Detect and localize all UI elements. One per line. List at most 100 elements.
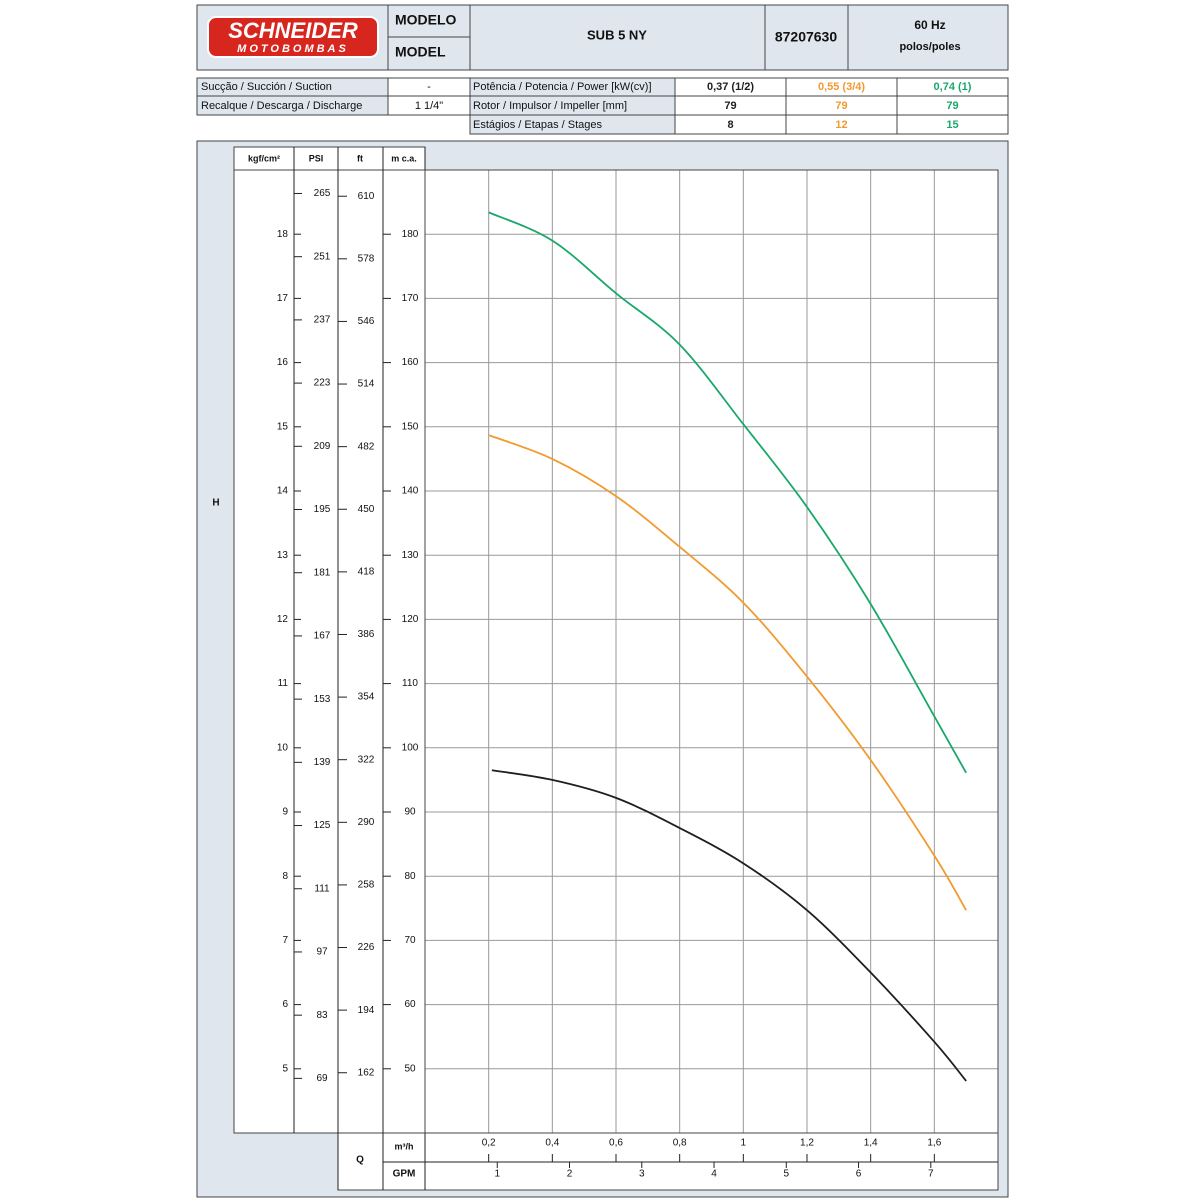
cell [469, 4, 766, 71]
axis-label: ft [357, 153, 363, 163]
curve [488, 434, 967, 911]
y-tick-label: 97 [316, 947, 328, 958]
y-tick-label: 11 [278, 678, 289, 689]
y-tick-label: 514 [358, 379, 375, 390]
y-tick-label: 162 [358, 1067, 375, 1078]
axis-label: PSI [309, 153, 324, 163]
model: SUB 5 NY [587, 27, 647, 42]
x2-tick-label: 4 [711, 1169, 717, 1180]
spec-label: Recalque / Descarga / Discharge [201, 100, 362, 112]
y-tick-label: 50 [404, 1063, 416, 1074]
y-tick-label: 90 [404, 807, 416, 818]
x-tick-label: 1,2 [800, 1138, 814, 1149]
y-tick-label: 180 [402, 229, 419, 240]
x-tick-label: 1 [741, 1138, 747, 1149]
y-tick-label: 16 [277, 357, 289, 368]
y-tick-label: 9 [282, 807, 288, 818]
y-label: m c.a. [391, 153, 417, 163]
stages: 15 [946, 119, 958, 131]
y-tick-label: 18 [277, 229, 289, 240]
x-label: m³/h [395, 1141, 414, 1151]
logo-top: SCHNEIDER [228, 18, 358, 43]
y-tick-label: 111 [314, 883, 330, 894]
x2-tick-label: 1 [494, 1169, 500, 1180]
x2-tick-label: 7 [928, 1169, 934, 1180]
code: 87207630 [775, 29, 838, 45]
curve [488, 211, 967, 774]
y-tick-label: 194 [358, 1005, 375, 1016]
power: 0,37 (1/2) [707, 81, 754, 93]
logo-bottom: MOTOBOMBAS [237, 43, 349, 55]
cell [847, 4, 1009, 71]
y-tick-label: 14 [277, 486, 289, 497]
power: 0,74 (1) [934, 81, 972, 93]
x-tick-label: 0,2 [482, 1138, 496, 1149]
y-tick-label: 195 [314, 504, 331, 515]
cell [387, 36, 471, 71]
y-tick-label: 223 [314, 378, 331, 389]
y-tick-label: 15 [277, 421, 289, 432]
y-tick-label: 482 [358, 441, 375, 452]
x2-label: GPM [393, 1169, 416, 1180]
cell [387, 4, 471, 38]
y-tick-label: 70 [404, 935, 416, 946]
y-tick-label: 418 [358, 567, 375, 578]
y-tick-label: 167 [314, 631, 331, 642]
y-tick-label: 265 [314, 188, 331, 199]
x-tick-label: 0,8 [673, 1138, 687, 1149]
power: 0,55 (3/4) [818, 81, 865, 93]
x2-tick-label: 5 [784, 1169, 790, 1180]
logo [207, 16, 379, 58]
y-tick-label: 10 [277, 742, 289, 753]
y-tick-label: 69 [316, 1073, 328, 1084]
spec-value: - [427, 81, 431, 93]
y-tick-label: 160 [402, 357, 419, 368]
frequency: 60 Hz [914, 18, 945, 32]
y-tick-label: 130 [402, 550, 419, 561]
y-tick-label: 546 [358, 316, 375, 327]
x-tick-label: 1,4 [864, 1138, 878, 1149]
y-tick-label: 8 [282, 871, 288, 882]
model-label: MODEL [395, 44, 446, 60]
y-tick-label: 170 [402, 293, 419, 304]
y-tick-label: 5 [282, 1063, 288, 1074]
plot-border [424, 169, 999, 1134]
spec-label: Rotor / Impulsor / Impeller [mm] [473, 100, 627, 112]
y-tick-label: 7 [282, 935, 288, 946]
y-tick-label: 139 [314, 757, 331, 768]
y-tick-label: 354 [358, 692, 375, 703]
y-tick-label: 153 [314, 694, 331, 705]
specs-table: Sucção / Succión / Suction - Recalque / … [196, 77, 676, 135]
cell [764, 4, 849, 71]
spec-label: Sucção / Succión / Suction [201, 81, 332, 93]
y-tick-label: 60 [404, 999, 416, 1010]
y-tick-label: 578 [358, 253, 375, 264]
y-tick-label: 290 [358, 817, 375, 828]
y-tick-label: 17 [277, 293, 289, 304]
x2-tick-label: 6 [856, 1169, 862, 1180]
model-label: MODELO [395, 12, 457, 28]
y-tick-label: 251 [314, 251, 331, 262]
y-tick-label: 386 [358, 629, 375, 640]
x2-tick-label: 2 [567, 1169, 573, 1180]
y-tick-label: 237 [314, 315, 331, 326]
y-title: H [212, 498, 219, 509]
impeller: 79 [724, 100, 736, 112]
y-tick-label: 83 [316, 1010, 328, 1021]
impeller: 79 [946, 100, 958, 112]
y-tick-label: 13 [277, 550, 289, 561]
poles: polos/poles [899, 41, 960, 53]
cell [896, 114, 1009, 135]
axis-label: kgf/cm² [248, 153, 280, 163]
y-tick-label: 6 [282, 999, 288, 1010]
impeller: 79 [835, 100, 847, 112]
y-tick-label: 80 [404, 871, 416, 882]
y-tick-label: 209 [314, 441, 331, 452]
x-title: Q [356, 1155, 364, 1166]
y-tick-label: 100 [402, 742, 419, 753]
y-tick-label: 12 [277, 614, 289, 625]
y-tick-label: 181 [314, 567, 331, 578]
y-tick-label: 258 [358, 880, 375, 891]
y-tick-label: 120 [402, 614, 419, 625]
